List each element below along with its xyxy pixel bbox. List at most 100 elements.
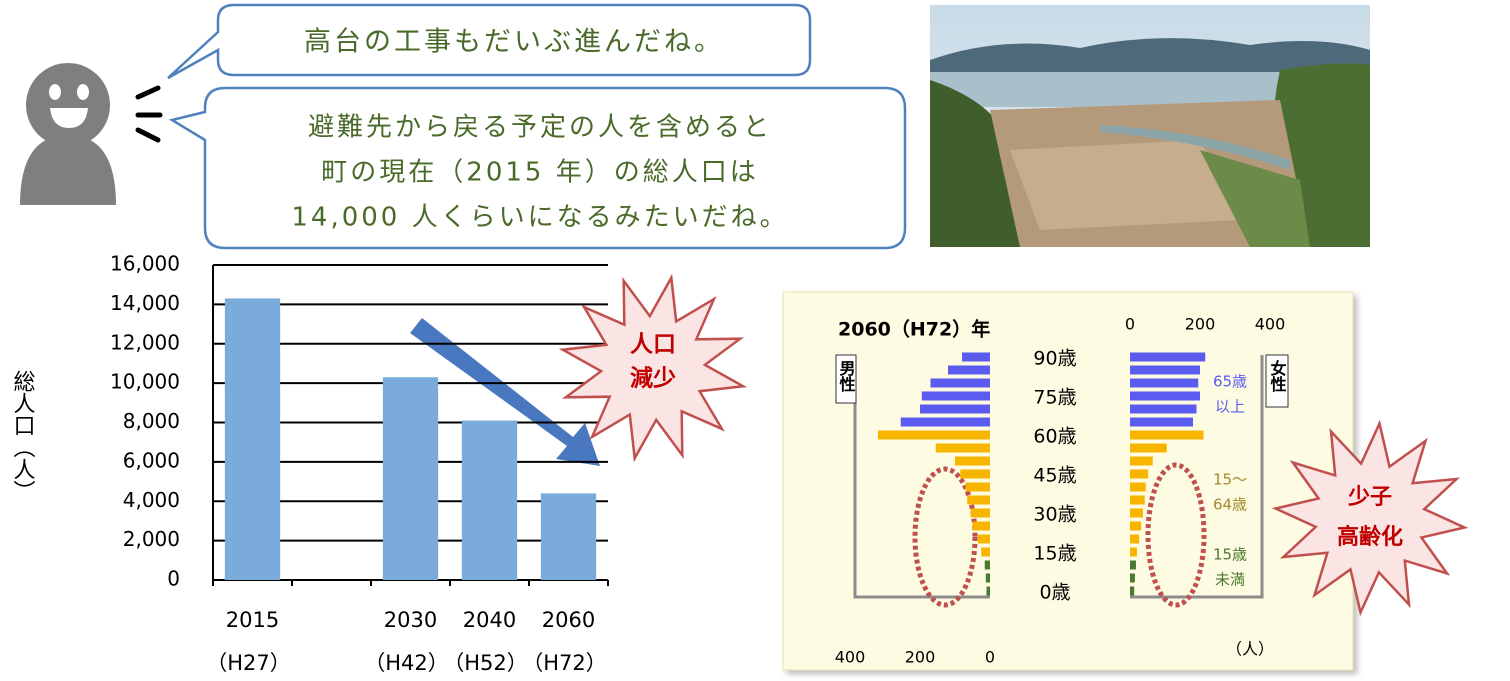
unit-label: （人）	[1226, 640, 1274, 659]
x-tick-label: 2015	[226, 608, 279, 632]
pyramid-bar	[1130, 521, 1142, 531]
speech-text: 14,000 人くらいになるみたいだね。	[291, 203, 788, 233]
annotation: 少子	[1347, 485, 1392, 510]
y-tick-label: 10,000	[110, 370, 180, 394]
x-tick-label: 400	[835, 648, 866, 667]
bar	[461, 420, 518, 580]
speech-text: 避難先から戻る予定の人を含めると	[308, 113, 772, 143]
photo	[930, 5, 1370, 248]
frame	[853, 355, 990, 599]
pyramid-bar	[1130, 560, 1136, 570]
pyramid-bar	[1130, 378, 1199, 388]
pyramid-bar	[955, 456, 990, 466]
y-axis-label: 総人口（人）	[10, 370, 36, 502]
pyramid-panel	[782, 291, 1354, 671]
x-tick-sublabel: （H27）	[206, 651, 291, 675]
highlight-ellipse	[1145, 462, 1207, 608]
age-label: 0歳	[1039, 582, 1070, 604]
age-label: 75歳	[1033, 387, 1076, 409]
pyramid-bar	[1130, 547, 1137, 557]
group-label: 65歳	[1213, 373, 1247, 391]
pyramid-bar	[930, 378, 990, 388]
pyramid-bar	[920, 404, 990, 414]
bar	[540, 493, 597, 580]
x-tick-label: 0	[985, 648, 995, 667]
pyramid-bar	[970, 508, 990, 518]
pyramid-bar	[981, 547, 990, 557]
pyramid-bar	[1130, 443, 1167, 453]
starburst	[558, 273, 748, 463]
pyramid-bar	[1130, 482, 1146, 492]
pyramid-bar	[1130, 417, 1193, 427]
pyramid-bar	[985, 573, 990, 583]
group-label: 未満	[1215, 571, 1245, 589]
bar	[224, 298, 281, 580]
starburst	[1271, 419, 1469, 617]
annotation: 減少	[630, 366, 676, 392]
pyramid-bar	[1130, 508, 1143, 518]
group-label: 64歳	[1213, 496, 1247, 514]
pyramid-bar	[1130, 573, 1135, 583]
x-tick-label: 400	[1255, 315, 1286, 334]
pyramid-bar	[962, 352, 990, 362]
x-tick-label: 200	[905, 648, 936, 667]
x-tick-label: 200	[1185, 315, 1216, 334]
pyramid-bar	[1130, 534, 1140, 544]
x-tick-sublabel: （H52）	[443, 651, 528, 675]
pyramid-bar	[878, 430, 990, 440]
age-label: 90歳	[1033, 348, 1076, 370]
age-label: 15歳	[1033, 543, 1076, 565]
y-tick-label: 2,000	[123, 527, 180, 551]
x-tick-label: 2060	[542, 608, 595, 632]
pyramid-bar	[1130, 469, 1149, 479]
pyramid-bar	[972, 521, 990, 531]
pyramid-bar	[1130, 352, 1206, 362]
trend-arrow	[410, 318, 600, 466]
pyramid-title: 2060（H72）年	[838, 318, 990, 341]
annotation: 高齢化	[1337, 524, 1403, 550]
person-icon	[20, 63, 163, 205]
label-box	[835, 354, 857, 404]
age-label: 45歳	[1033, 465, 1076, 487]
annotation: 人口	[630, 332, 676, 358]
pyramid-bar	[1130, 404, 1197, 414]
pyramid-bar	[967, 495, 990, 505]
pyramid-bar	[960, 469, 990, 479]
x-tick-label: 2040	[463, 608, 516, 632]
speech-text: 町の現在（2015 年）の総人口は	[321, 158, 758, 188]
pyramid-bar	[948, 365, 990, 375]
group-label: 15～	[1213, 471, 1247, 489]
pyramid-bar	[1130, 495, 1145, 505]
pyramid-bar	[900, 417, 990, 427]
speech-bubble	[168, 86, 907, 250]
y-tick-label: 6,000	[123, 448, 180, 472]
pyramid-bar	[965, 482, 990, 492]
pyramid-bar	[977, 534, 990, 544]
x-tick-label: 0	[1125, 315, 1135, 334]
x-tick-sublabel: （H72）	[522, 651, 607, 675]
highlight-ellipse	[912, 466, 978, 608]
y-tick-label: 4,000	[123, 488, 180, 512]
pyramid-bar	[1130, 586, 1135, 596]
series-name: 女性	[1268, 359, 1287, 393]
pyramid-bar	[984, 560, 990, 570]
pyramid-bar	[986, 586, 990, 596]
age-label: 30歳	[1033, 504, 1076, 526]
y-tick-label: 0	[167, 567, 180, 591]
group-label: 15歳	[1213, 546, 1247, 564]
bar	[382, 377, 439, 580]
speech-bubble	[167, 3, 812, 80]
x-tick-sublabel: （H42）	[364, 651, 449, 675]
y-tick-label: 8,000	[123, 409, 180, 433]
speech-text: 高台の工事もだいぶ進んだね。	[304, 27, 724, 58]
pyramid-bar	[1130, 391, 1200, 401]
group-label: 以上	[1215, 398, 1245, 416]
y-tick-label: 14,000	[110, 291, 180, 315]
pyramid-bar	[1130, 365, 1200, 375]
x-tick-label: 2030	[384, 608, 437, 632]
frame	[1130, 355, 1264, 599]
y-tick-label: 12,000	[110, 330, 180, 354]
pyramid-bar	[935, 443, 990, 453]
